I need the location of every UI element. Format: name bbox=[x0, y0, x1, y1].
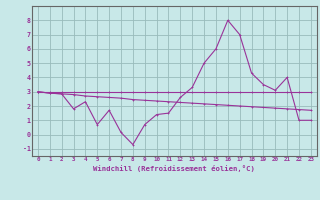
X-axis label: Windchill (Refroidissement éolien,°C): Windchill (Refroidissement éolien,°C) bbox=[93, 165, 255, 172]
